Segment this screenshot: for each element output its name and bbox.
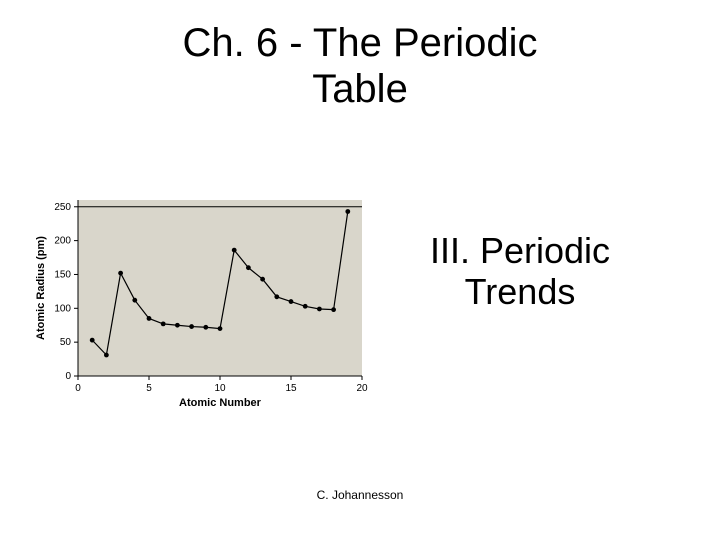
svg-text:0: 0 — [65, 371, 71, 382]
subtitle-line-2: Trends — [465, 271, 576, 312]
svg-text:20: 20 — [356, 383, 368, 394]
page-title: Ch. 6 - The Periodic Table — [0, 20, 720, 112]
subtitle-line-1: III. Periodic — [430, 230, 610, 271]
title-line-2: Table — [312, 67, 408, 111]
svg-text:150: 150 — [54, 269, 71, 280]
svg-text:250: 250 — [54, 202, 71, 213]
svg-text:Atomic Number: Atomic Number — [179, 397, 262, 409]
svg-text:10: 10 — [214, 383, 226, 394]
svg-text:200: 200 — [54, 236, 71, 247]
svg-text:0: 0 — [75, 383, 81, 394]
svg-text:5: 5 — [146, 383, 152, 394]
svg-text:100: 100 — [54, 303, 71, 314]
svg-text:50: 50 — [60, 337, 72, 348]
author-footer: C. Johannesson — [0, 488, 720, 502]
svg-text:Atomic Radius (pm): Atomic Radius (pm) — [35, 236, 47, 340]
section-subtitle: III. Periodic Trends — [380, 230, 660, 313]
atomic-radius-chart: 0 50 100 150 200 250 0 5 10 15 20 Atomic Number Atom… — [30, 190, 370, 410]
svg-text:15: 15 — [285, 383, 297, 394]
title-line-1: Ch. 6 - The Periodic — [183, 21, 538, 65]
